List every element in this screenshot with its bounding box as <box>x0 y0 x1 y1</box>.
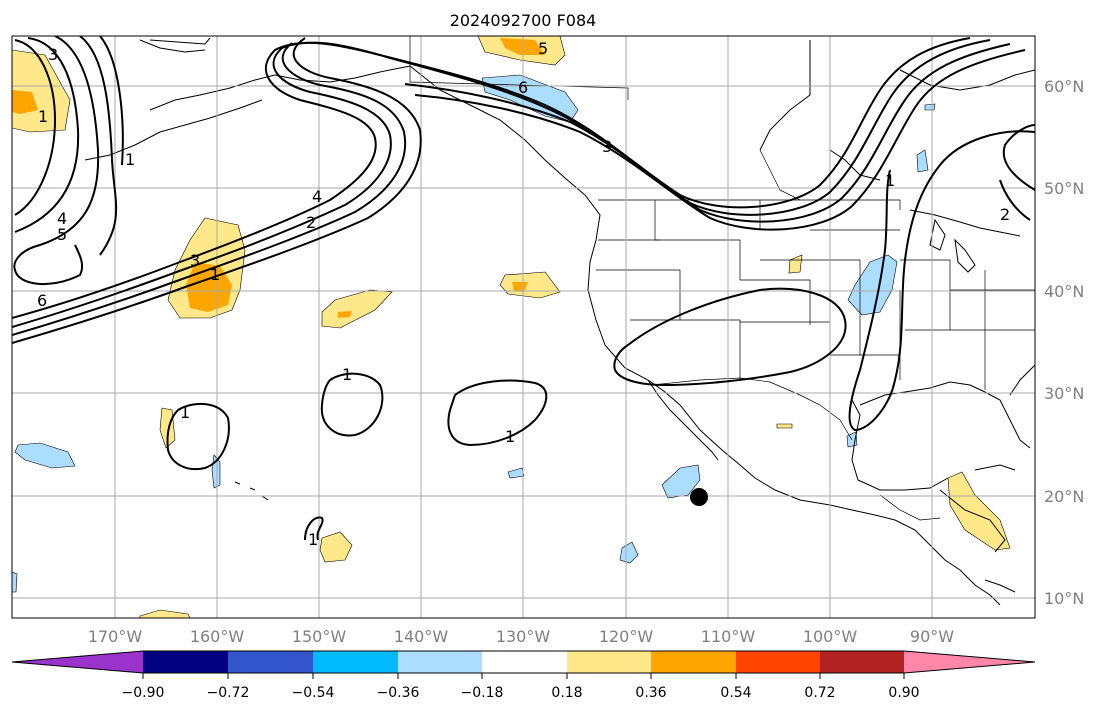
contour-lines <box>12 36 1035 541</box>
contour-label-group: 3 1 4 5 6 4 2 3 1 6 5 3 1 1 1 1 1 1 2 <box>37 39 1010 549</box>
negative-anomaly-region <box>619 541 639 564</box>
contour-label: 2 <box>306 213 316 232</box>
colorbar-segment <box>651 651 736 673</box>
lat-label: 10°N <box>1044 589 1084 608</box>
contour-label: 1 <box>505 427 515 446</box>
positive-anomaly-region <box>321 289 393 329</box>
lon-label: 170°W <box>88 627 143 646</box>
colorbar-low-extend <box>12 651 143 673</box>
colorbar-segment <box>736 651 820 673</box>
contour-label: 2 <box>1000 205 1010 224</box>
positive-anomaly-region <box>319 531 353 563</box>
lon-label: 100°W <box>803 627 858 646</box>
negative-anomaly-region <box>924 103 936 111</box>
lon-label: 160°W <box>190 627 245 646</box>
contour-label: 3 <box>48 45 58 64</box>
colorbar-segment <box>398 651 482 673</box>
lon-label: 140°W <box>394 627 449 646</box>
positive-anomaly-core <box>512 282 528 292</box>
positive-anomaly-region <box>776 423 793 429</box>
colorbar-segment <box>228 651 313 673</box>
contour-label: 1 <box>308 530 318 549</box>
lon-label: 90°W <box>910 627 954 646</box>
lon-label: 110°W <box>701 627 756 646</box>
contour-label: 3 <box>190 251 200 270</box>
latitude-labels: 60°N 50°N 40°N 30°N 20°N 10°N <box>1044 77 1084 608</box>
coastlines <box>84 37 1035 606</box>
colorbar-tick-labels: −0.90 −0.72 −0.54 −0.36 −0.18 0.18 0.36 … <box>122 685 920 701</box>
contour-label: 6 <box>518 78 528 97</box>
negative-anomaly-region <box>661 464 701 499</box>
contour-label: 1 <box>125 150 135 169</box>
colorbar-tick-label: −0.36 <box>377 685 420 701</box>
lat-label: 40°N <box>1044 282 1084 301</box>
colorbar-high-extend <box>904 651 1035 673</box>
contour-label: 3 <box>602 137 612 156</box>
figure-title: 2024092700 F084 <box>450 11 597 30</box>
lon-label: 130°W <box>496 627 551 646</box>
positive-anomaly-region <box>947 471 1011 551</box>
colorbar-ticks <box>142 673 905 679</box>
contour-label: 1 <box>38 107 48 126</box>
colorbar-tick-label: −0.54 <box>292 685 335 701</box>
colorbar-segment <box>143 651 228 673</box>
contour-label: 4 <box>312 187 322 206</box>
colorbar-tick-label: 0.36 <box>635 685 666 701</box>
lat-label: 30°N <box>1044 384 1084 403</box>
colorbar-segment <box>313 651 398 673</box>
colorbar-tick-label: 0.72 <box>804 685 835 701</box>
lat-label: 60°N <box>1044 77 1084 96</box>
map-frame <box>11 35 1036 619</box>
lat-label: 20°N <box>1044 487 1084 506</box>
negative-anomaly-region <box>916 149 929 173</box>
negative-anomaly-region <box>12 571 18 593</box>
colorbar-tick-label: −0.18 <box>461 685 504 701</box>
colorbar-tick-label: 0.18 <box>551 685 582 701</box>
colorbar-segment <box>567 651 651 673</box>
lat-label: 50°N <box>1044 179 1084 198</box>
colorbar: −0.90 −0.72 −0.54 −0.36 −0.18 0.18 0.36 … <box>11 650 1036 701</box>
contour-label: 6 <box>37 291 47 310</box>
lon-label: 120°W <box>599 627 654 646</box>
graticule <box>12 36 1035 618</box>
positive-anomaly-region <box>788 254 803 274</box>
colorbar-tick-label: −0.90 <box>122 685 165 701</box>
lon-label: 150°W <box>292 627 347 646</box>
negative-anomaly-region <box>14 442 76 469</box>
contour-label: 1 <box>342 365 352 384</box>
positive-anomaly-core <box>12 90 38 114</box>
longitude-labels: 170°W 160°W 150°W 140°W 130°W 120°W 110°… <box>88 627 954 646</box>
contour-label: 4 <box>57 209 67 228</box>
contour-label: 1 <box>180 403 190 422</box>
contour-label: 1 <box>210 265 220 284</box>
storm-position-marker <box>690 488 708 506</box>
colorbar-tick-label: −0.72 <box>207 685 250 701</box>
colorbar-tick-label: 0.54 <box>720 685 751 701</box>
colorbar-tick-label: 0.90 <box>888 685 919 701</box>
colorbar-segment <box>482 651 567 673</box>
contour-label: 5 <box>538 39 548 58</box>
negative-anomaly-region <box>507 467 525 479</box>
colorbar-segment <box>820 651 904 673</box>
contour-label: 1 <box>885 171 895 190</box>
positive-anomaly-core <box>338 311 352 318</box>
contour-label: 5 <box>57 225 67 244</box>
